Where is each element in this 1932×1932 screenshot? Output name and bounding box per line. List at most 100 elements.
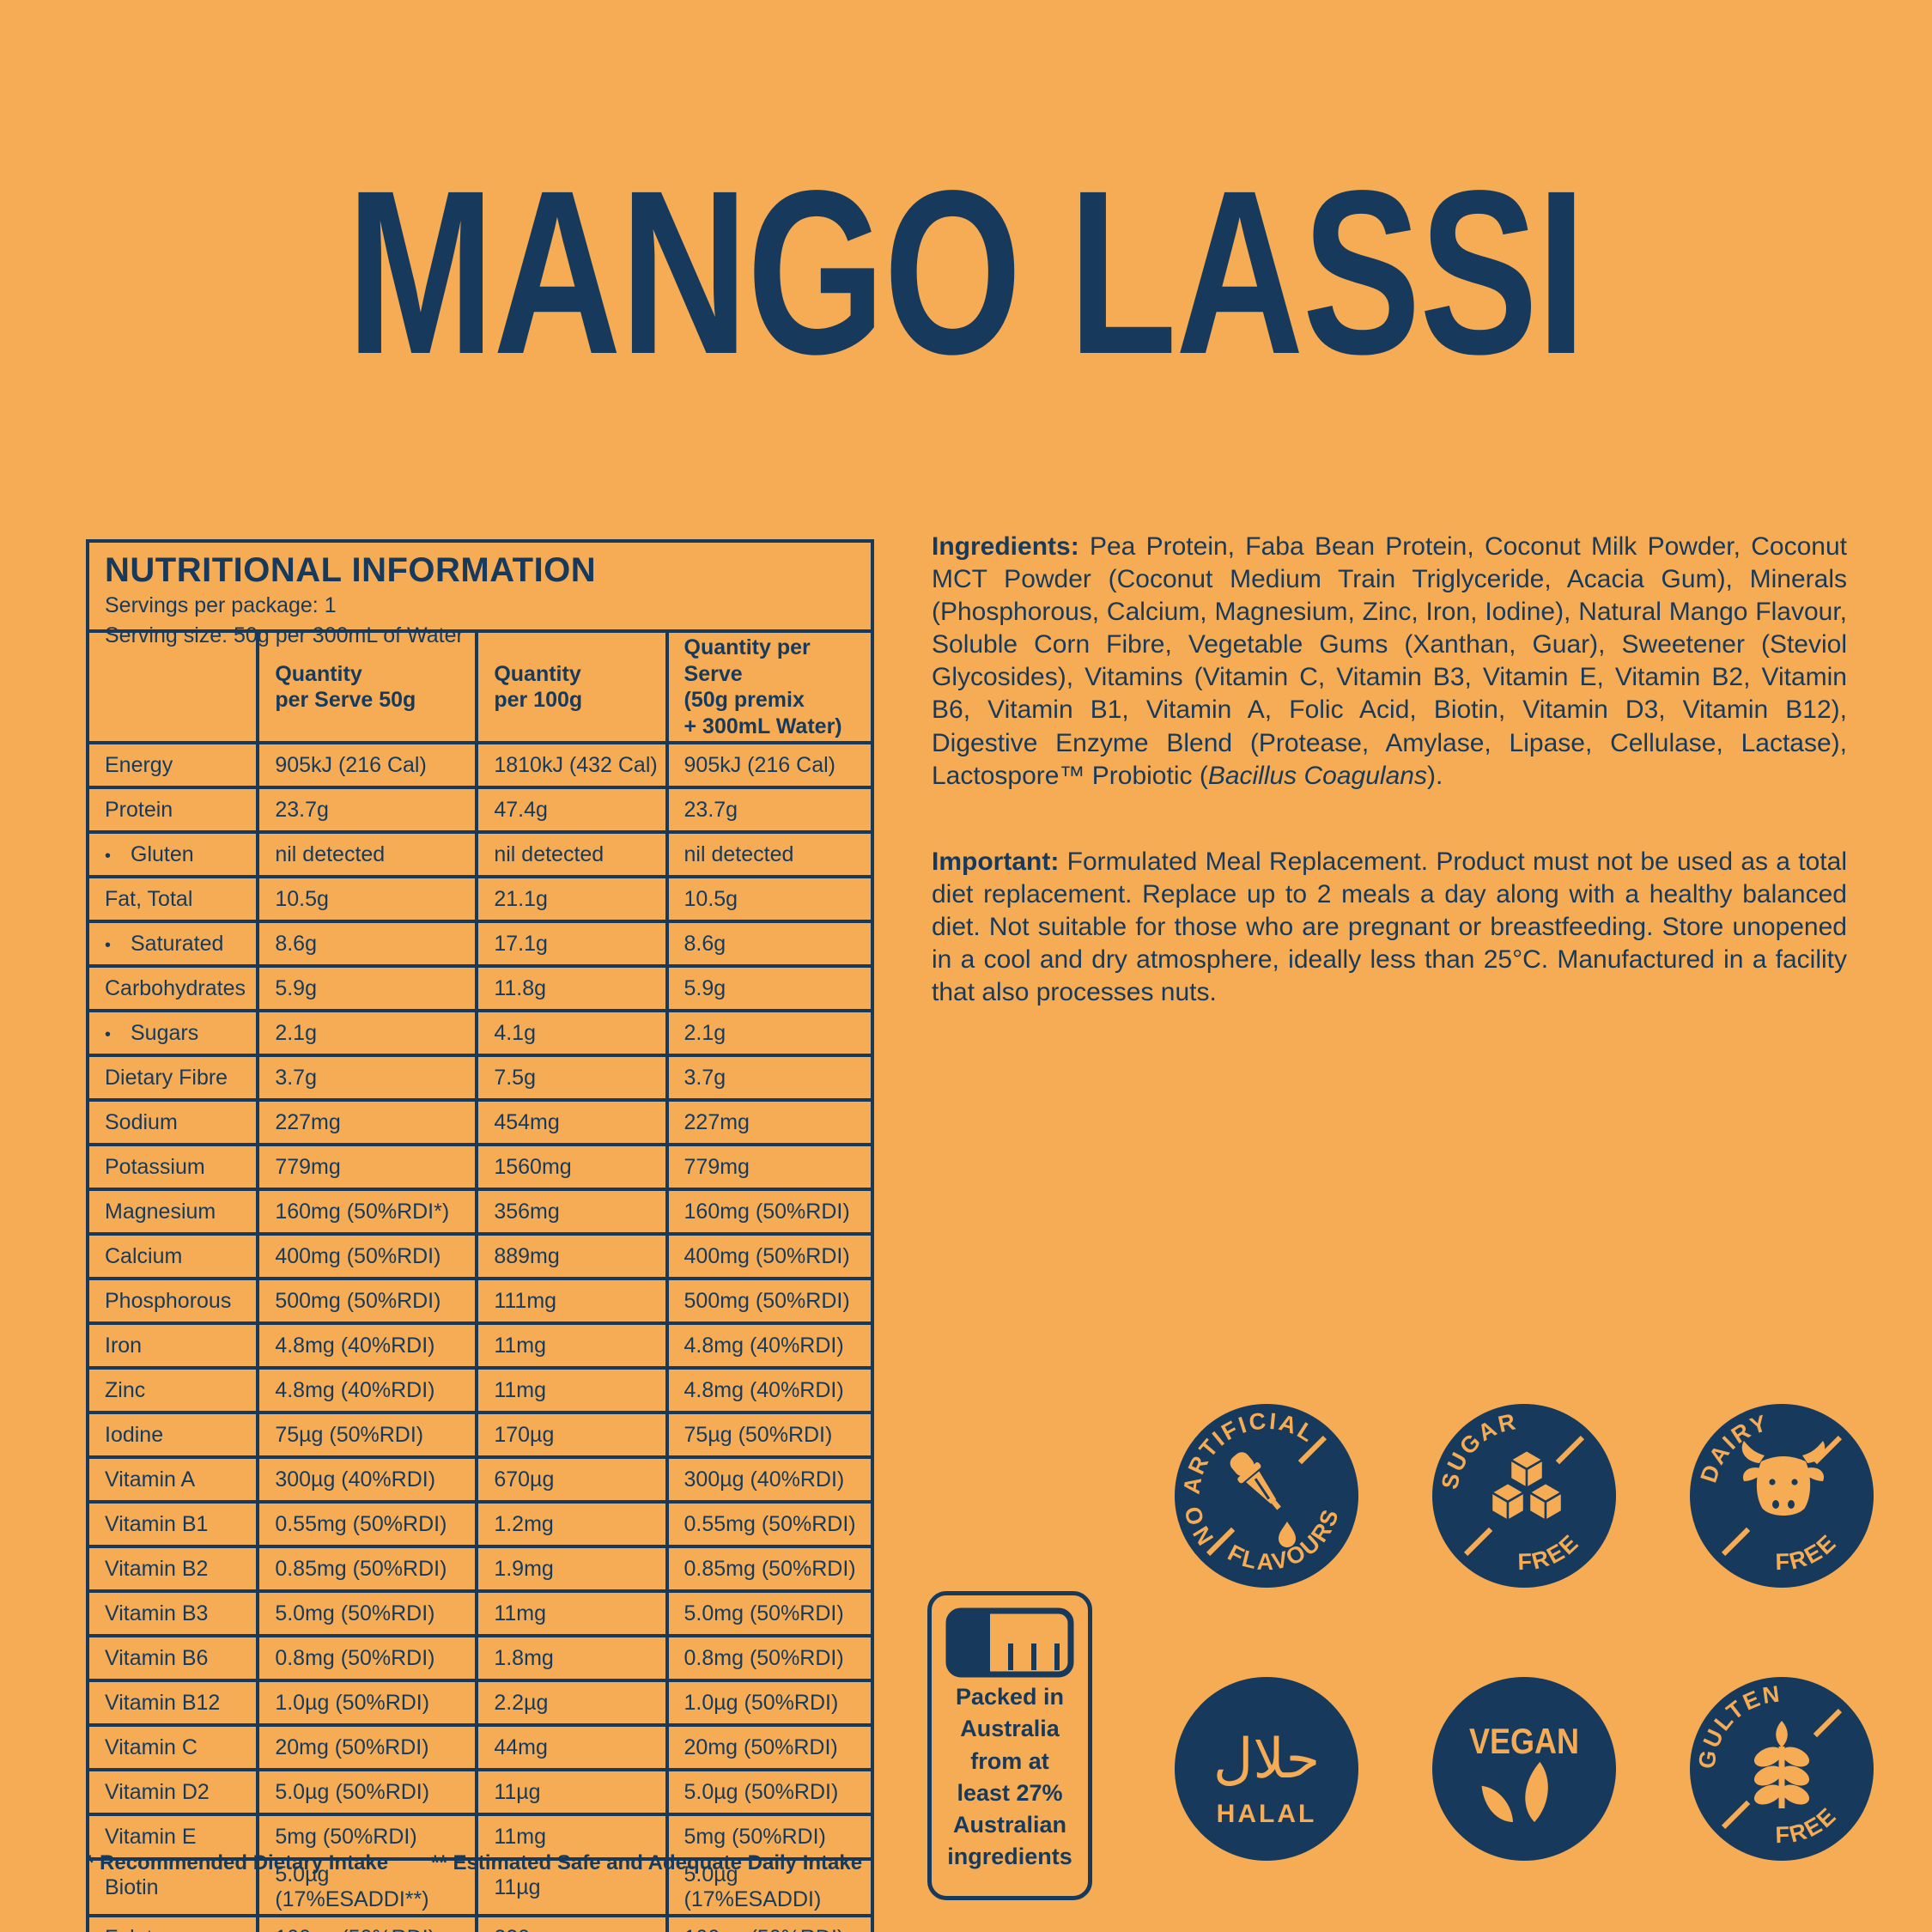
per-100g-value: nil detected [475, 830, 669, 878]
table-header-row: Quantity per Serve 50g Quantity per 100g… [85, 629, 875, 744]
nutrition-heading: NUTRITIONAL INFORMATION [105, 551, 597, 589]
nutrient-label: Energy [105, 752, 173, 777]
table-row: Iodine 75µg (50%RDI) 170µg 75µg (50%RDI) [85, 1411, 875, 1459]
nutrient-label: Vitamin B12 [105, 1690, 221, 1715]
nutrient-label: Dietary Fibre [105, 1065, 228, 1090]
per-mixed-value: 0.55mg (50%RDI) [665, 1500, 875, 1548]
table-row: Vitamin E 5mg (50%RDI) 11mg 5mg (50%RDI) [85, 1813, 875, 1861]
per-serve-value: 0.55mg (50%RDI) [256, 1500, 479, 1548]
table-row: • Saturated 8.6g 17.1g 8.6g [85, 920, 875, 968]
per-mixed-value: 20mg (50%RDI) [665, 1723, 875, 1771]
per-serve-value: 1.0µg (50%RDI) [256, 1679, 479, 1727]
footnote-rdi: * Recommended Dietary Intake [86, 1851, 389, 1874]
per-mixed-value: 0.8mg (50%RDI) [665, 1634, 875, 1682]
per-100g-value: 7.5g [475, 1054, 669, 1102]
per-mixed-value: 75µg (50%RDI) [665, 1411, 875, 1459]
per-mixed-value: 2.1g [665, 1009, 875, 1057]
nutrient-label-cell: • Sugars [85, 1009, 260, 1057]
per-100g-value: 44mg [475, 1723, 669, 1771]
nutrient-label-cell: • Gluten [85, 830, 260, 878]
per-mixed-value: 3.7g [665, 1054, 875, 1102]
nutrient-label-cell: Potassium [85, 1143, 260, 1191]
per-mixed-value: 400mg (50%RDI) [665, 1232, 875, 1280]
per-serve-value: 75µg (50%RDI) [256, 1411, 479, 1459]
nutrient-label-cell: Vitamin B3 [85, 1589, 260, 1637]
table-row: Iron 4.8mg (40%RDI) 11mg 4.8mg (40%RDI) [85, 1321, 875, 1370]
badge-sugar-free: SUGAR FREE [1430, 1401, 1619, 1590]
per-serve-value: 100µg (50%RDI) [256, 1914, 479, 1932]
important-text: Formulated Meal Replacement. Product mus… [932, 847, 1847, 1007]
per-serve-value: 10.5g [256, 875, 479, 923]
table-row: Calcium 400mg (50%RDI) 889mg 400mg (50%R… [85, 1232, 875, 1280]
nutrient-label-cell: Calcium [85, 1232, 260, 1280]
per-mixed-value: 160mg (50%RDI) [665, 1188, 875, 1236]
table-row: Vitamin A 300µg (40%RDI) 670µg 300µg (40… [85, 1455, 875, 1504]
per-100g-value: 4.1g [475, 1009, 669, 1057]
page-title-wrap: MANGO LASSI [0, 155, 1932, 389]
droplet-icon [1279, 1522, 1296, 1547]
nutrient-label: Sodium [105, 1109, 178, 1134]
nutrition-table-body: Energy 905kJ (216 Cal) 1810kJ (432 Cal) … [85, 741, 875, 1932]
packed-in-australia-text: Packed in Australia from at least 27% Au… [947, 1684, 1072, 1870]
nutrient-label-cell: Biotin [85, 1857, 260, 1917]
badge-dairy-free: DAIRY FREE [1687, 1401, 1876, 1590]
per-100g-value: 111mg [475, 1277, 669, 1325]
ingredients-species-italic: Bacillus Coagulans [1207, 761, 1427, 790]
per-serve-value: 3.7g [256, 1054, 479, 1102]
per-100g-value: 11mg [475, 1366, 669, 1414]
nutrient-label: Iodine [105, 1422, 164, 1447]
per-mixed-value: 0.85mg (50%RDI) [665, 1545, 875, 1593]
per-mixed-value: 500mg (50%RDI) [665, 1277, 875, 1325]
nutrient-label-cell: Phosphorous [85, 1277, 260, 1325]
table-row: Biotin 5.0µg (17%ESADDI**) 11µg 5.0µg (1… [85, 1857, 875, 1917]
table-row: Potassium 779mg 1560mg 779mg [85, 1143, 875, 1191]
nutrient-label-cell: • Saturated [85, 920, 260, 968]
table-row: Vitamin C 20mg (50%RDI) 44mg 20mg (50%RD… [85, 1723, 875, 1771]
per-serve-value: 500mg (50%RDI) [256, 1277, 479, 1325]
per-mixed-value: 4.8mg (40%RDI) [665, 1321, 875, 1370]
table-row: Protein 23.7g 47.4g 23.7g [85, 786, 875, 834]
nutrition-header: NUTRITIONAL INFORMATION Servings per pac… [86, 539, 874, 647]
nutrient-label-cell: Fat, Total [85, 875, 260, 923]
halal-label: HALAL [1217, 1800, 1317, 1828]
nutrient-label-cell: Vitamin E [85, 1813, 260, 1861]
per-100g-value: 11µg [475, 1768, 669, 1816]
per-serve-value: 5mg (50%RDI) [256, 1813, 479, 1861]
per-mixed-value: 227mg [665, 1098, 875, 1146]
nutrient-label: Protein [105, 797, 173, 822]
per-100g-value: 11mg [475, 1321, 669, 1370]
nutrient-label: Vitamin E [105, 1824, 197, 1849]
nutrient-label: Saturated [131, 931, 224, 956]
per-serve-value: 4.8mg (40%RDI) [256, 1321, 479, 1370]
per-mixed-value: 5.9g [665, 964, 875, 1012]
halal-arabic: حلال [1213, 1728, 1320, 1791]
per-serve-value: 400mg (50%RDI) [256, 1232, 479, 1280]
per-mixed-value: 5.0µg (17%ESADDI) [665, 1857, 875, 1917]
nutrient-label-cell: Vitamin B1 [85, 1500, 260, 1548]
nutrient-label: Biotin [105, 1874, 159, 1899]
per-mixed-value: 300µg (40%RDI) [665, 1455, 875, 1504]
nutrient-label: Carbohydrates [105, 975, 246, 1000]
per-serve-value: 5.9g [256, 964, 479, 1012]
cow-icon [1741, 1441, 1826, 1516]
table-row: Carbohydrates 5.9g 11.8g 5.9g [85, 964, 875, 1012]
nutrient-label: Vitamin B6 [105, 1645, 209, 1670]
table-row: Dietary Fibre 3.7g 7.5g 3.7g [85, 1054, 875, 1102]
per-mixed-value: 4.8mg (40%RDI) [665, 1366, 875, 1414]
per-serve-value: nil detected [256, 830, 479, 878]
right-column: Ingredients: Pea Protein, Faba Bean Prot… [932, 531, 1847, 1009]
packed-in-australia-box: Packed in Australia from at least 27% Au… [927, 1591, 1092, 1900]
badge-circle [1432, 1677, 1616, 1861]
per-mixed-value: 10.5g [665, 875, 875, 923]
page-title: MANGO LASSI [347, 142, 1586, 403]
per-100g-value: 11mg [475, 1813, 669, 1861]
nutrient-label-cell: Vitamin B2 [85, 1545, 260, 1593]
nutrient-label-cell: Folate [85, 1914, 260, 1932]
per-100g-value: 889mg [475, 1232, 669, 1280]
per-100g-value: 1.8mg [475, 1634, 669, 1682]
nutrient-label-cell: Vitamin C [85, 1723, 260, 1771]
nutrient-label-cell: Iron [85, 1321, 260, 1370]
table-row: Vitamin B2 0.85mg (50%RDI) 1.9mg 0.85mg … [85, 1545, 875, 1593]
nutrition-panel: NUTRITIONAL INFORMATION Servings per pac… [85, 539, 875, 1932]
